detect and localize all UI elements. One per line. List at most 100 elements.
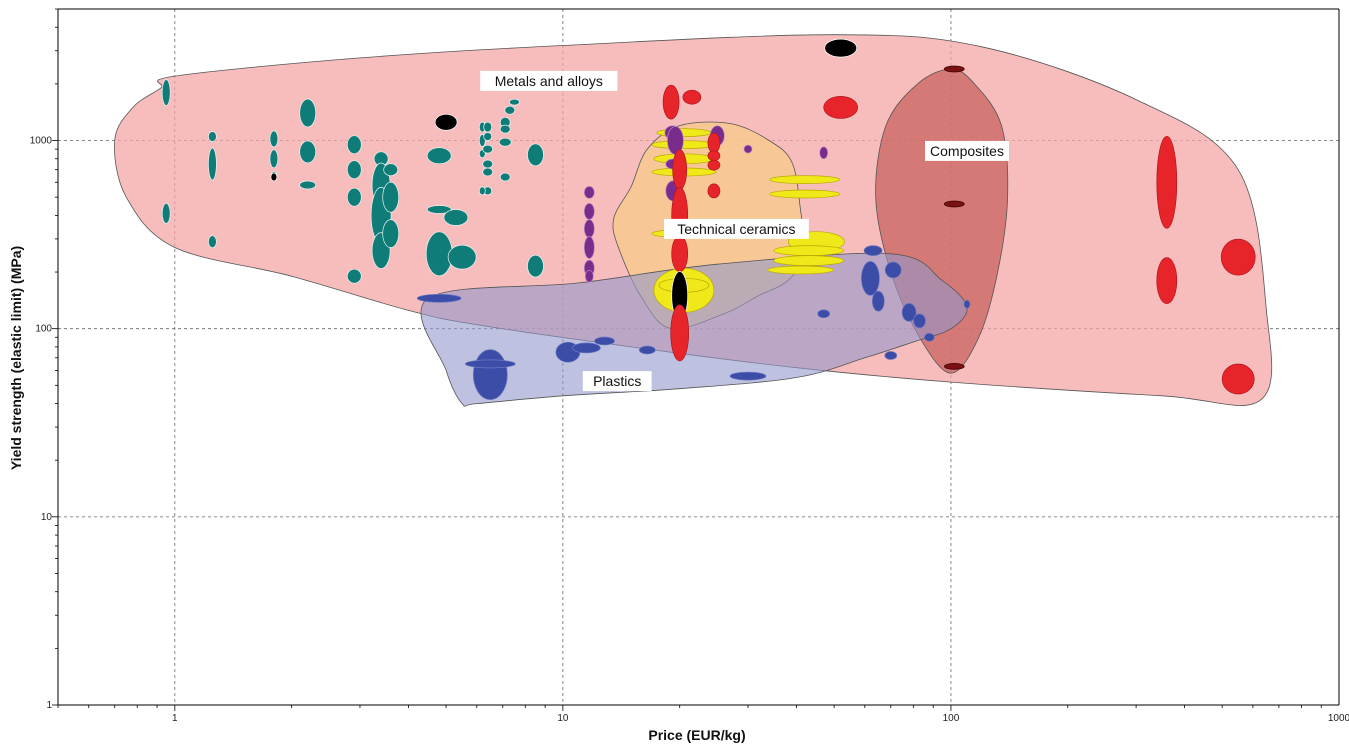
material-bubbles xyxy=(161,38,1256,400)
material-bubble-teal xyxy=(269,130,279,148)
material-bubble-plastics xyxy=(884,351,898,360)
material-bubble-black xyxy=(824,38,858,58)
material-bubble-teal xyxy=(208,235,217,249)
material-bubble-purple xyxy=(819,146,829,160)
material-bubble-plastics xyxy=(863,245,883,256)
material-bubble-composites xyxy=(943,200,965,208)
material-bubble-black xyxy=(434,113,458,131)
material-bubble-purple xyxy=(743,144,753,154)
x-tick-label: 10 xyxy=(557,713,569,724)
material-bubble-teal xyxy=(208,147,217,181)
material-bubble-ceramics xyxy=(769,175,841,184)
material-bubble-metals xyxy=(670,304,690,362)
material-bubble-purple xyxy=(583,203,595,220)
material-bubble-metals xyxy=(707,132,721,154)
material-bubble-metals xyxy=(1156,257,1178,304)
plastics-label: Plastics xyxy=(593,373,641,389)
material-bubble-ceramics xyxy=(767,265,835,275)
material-bubble-ceramics xyxy=(773,255,845,266)
material-bubble-teal xyxy=(499,172,511,182)
metals-and-alloys-label-box xyxy=(480,70,618,91)
material-bubble-teal xyxy=(478,186,486,196)
material-bubble-teal xyxy=(447,244,477,270)
material-bubble-black xyxy=(270,172,278,182)
plastics-envelope xyxy=(420,252,968,407)
material-bubble-teal xyxy=(504,105,516,115)
material-bubble-metals xyxy=(662,84,680,120)
material-bubble-teal xyxy=(346,187,362,207)
material-bubble-teal xyxy=(509,98,520,106)
material-bubble-ceramics xyxy=(769,189,841,199)
material-bubble-teal xyxy=(299,140,317,164)
material-bubble-metals xyxy=(671,235,689,273)
axes: 1 10 100 1000 1 10 100 1000 xyxy=(30,8,1349,724)
material-bubble-metals xyxy=(1156,135,1178,229)
material-bubble-plastics xyxy=(924,332,935,342)
material-bubble-teal xyxy=(483,121,493,133)
material-bubble-teal xyxy=(527,254,544,278)
material-bubble-metals xyxy=(672,149,688,191)
material-bubble-teal xyxy=(499,124,511,134)
material-bubble-teal xyxy=(527,143,544,167)
material-bubble-composites xyxy=(943,363,965,370)
material-bubble-teal xyxy=(483,132,493,141)
material-bubble-metals xyxy=(1221,363,1255,395)
material-bubble-plastics xyxy=(572,342,601,354)
material-bubble-plastics xyxy=(817,309,831,319)
material-bubble-teal xyxy=(208,131,217,142)
material-bubble-ceramics xyxy=(773,245,845,256)
y-tick-label: 10 xyxy=(41,512,53,523)
material-bubble-purple xyxy=(583,219,595,239)
material-bubble-teal xyxy=(382,181,400,213)
material-bubble-plastics xyxy=(464,359,516,369)
x-tick-label: 1 xyxy=(172,713,178,724)
y-tick-label: 100 xyxy=(35,324,52,335)
material-bubble-plastics xyxy=(861,261,880,296)
x-tick-label: 1000 xyxy=(1328,713,1349,724)
technical-ceramics-label-box xyxy=(664,218,809,239)
y-tick-label: 1 xyxy=(46,700,52,711)
composites-label-box xyxy=(925,140,1009,161)
material-bubble-plastics xyxy=(638,345,656,355)
material-bubble-teal xyxy=(383,163,399,177)
material-bubble-plastics xyxy=(884,261,902,279)
x-axis-title: Price (EUR/kg) xyxy=(648,727,745,743)
material-bubble-plastics xyxy=(594,336,615,346)
material-bubble-teal xyxy=(482,167,494,177)
material-bubble-teal xyxy=(346,135,362,155)
material-bubble-metals xyxy=(707,150,721,162)
family-labels: Metals and alloys Technical ceramics Compo… xyxy=(480,70,1009,392)
material-bubble-metals xyxy=(707,183,721,199)
material-bubble-metals xyxy=(682,89,702,105)
material-bubble-plastics xyxy=(729,371,767,381)
material-bubble-teal xyxy=(346,268,362,284)
material-bubble-teal xyxy=(482,159,494,169)
material-bubble-ceramics xyxy=(651,140,717,150)
material-bubble-teal xyxy=(269,149,279,169)
material-bubble-teal xyxy=(482,144,494,154)
material-bubble-teal xyxy=(161,203,171,224)
material-bubble-purple xyxy=(583,236,595,259)
material-bubble-plastics xyxy=(963,299,971,309)
y-tick-label: 1000 xyxy=(30,136,53,147)
material-bubble-metals xyxy=(1220,238,1256,276)
material-bubble-teal xyxy=(299,98,317,128)
material-bubble-teal xyxy=(299,180,317,190)
material-bubble-teal xyxy=(161,79,171,106)
material-bubble-plastics xyxy=(871,290,885,312)
plastics-label-box xyxy=(582,371,652,392)
composites-label: Composites xyxy=(930,143,1004,159)
material-bubble-composites xyxy=(943,65,965,73)
material-bubble-teal xyxy=(426,205,452,214)
technical-ceramics-label: Technical ceramics xyxy=(677,221,795,237)
material-bubble-plastics xyxy=(416,293,462,303)
material-bubble-teal xyxy=(346,160,362,180)
material-bubble-metals xyxy=(707,159,721,171)
metals-and-alloys-label: Metals and alloys xyxy=(495,73,603,89)
material-bubble-purple xyxy=(583,186,595,199)
material-bubble-teal xyxy=(443,209,469,226)
material-bubble-plastics xyxy=(913,313,926,329)
material-bubble-teal xyxy=(426,147,452,165)
material-bubble-metals xyxy=(823,96,859,119)
